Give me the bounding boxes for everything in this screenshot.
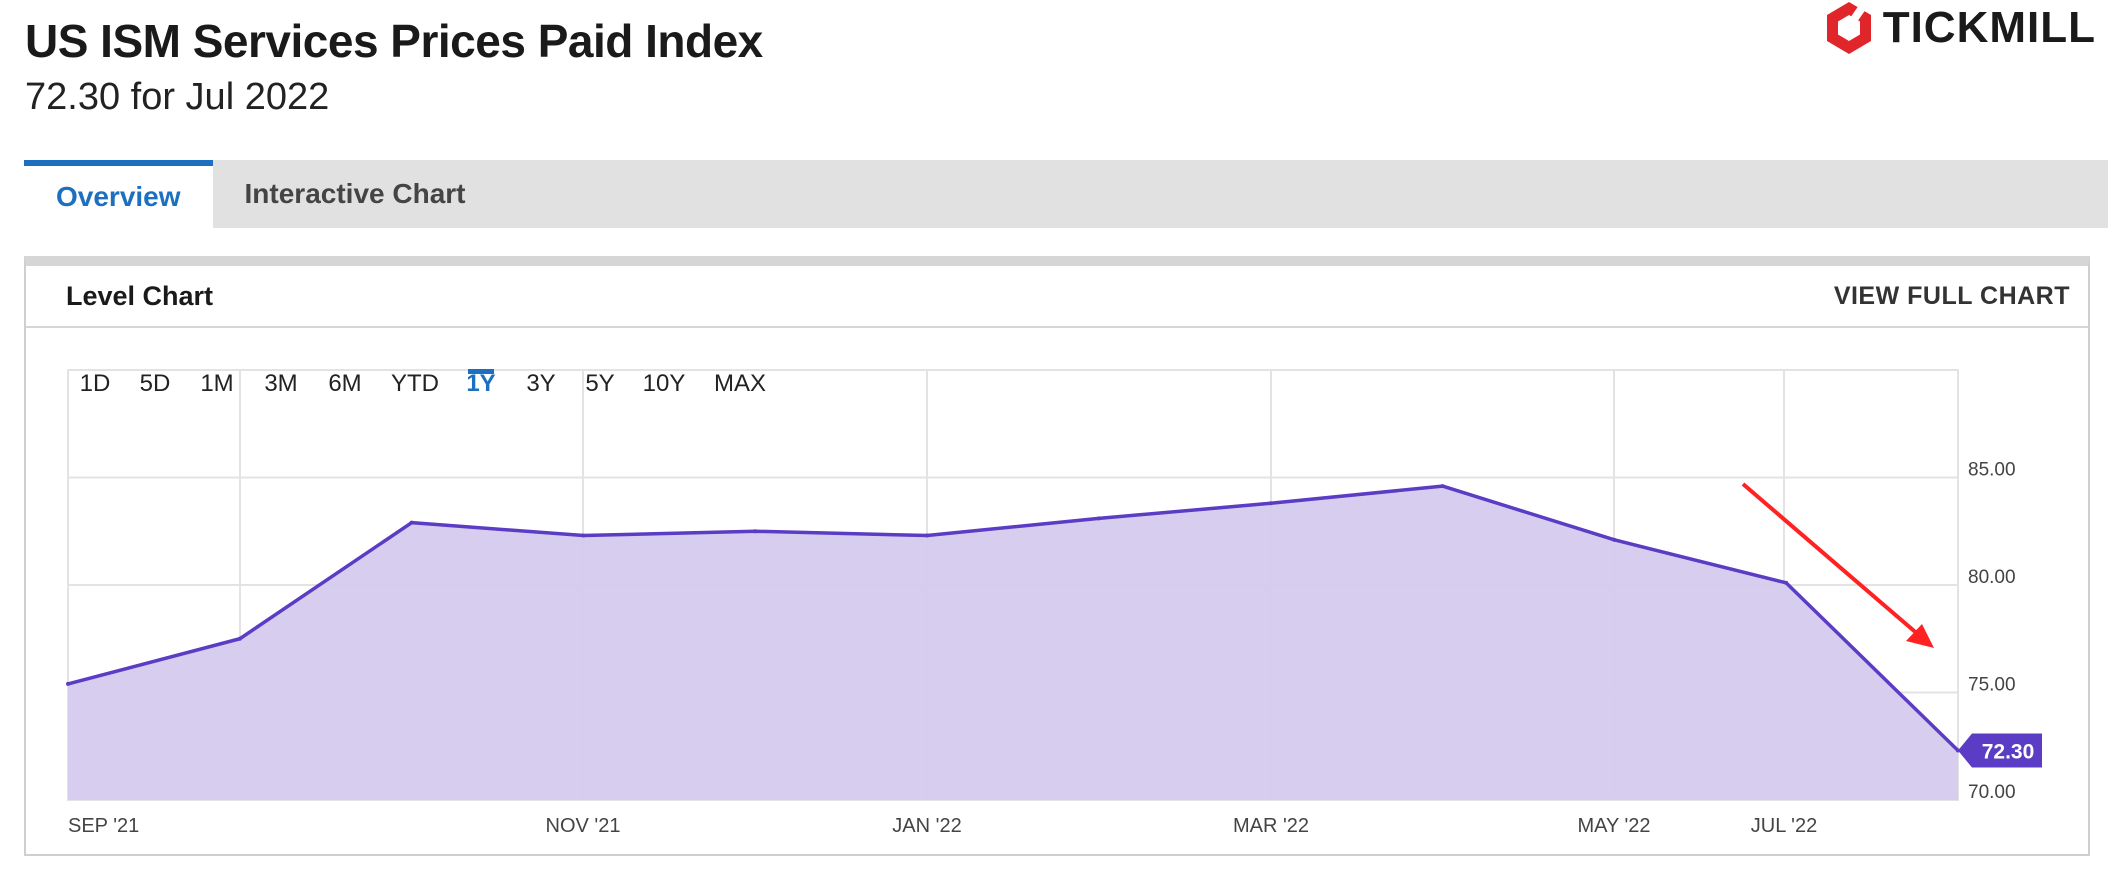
data-point xyxy=(409,520,414,525)
data-point xyxy=(925,533,930,538)
data-point xyxy=(1268,501,1273,506)
y-tick-label: 85.00 xyxy=(1968,460,2016,481)
annotation-arrowhead xyxy=(1906,624,1934,648)
range-button-max[interactable]: MAX xyxy=(713,370,767,397)
data-point xyxy=(1440,484,1445,489)
y-tick-label: 75.00 xyxy=(1968,675,2016,696)
range-button-ytd[interactable]: YTD xyxy=(391,370,439,397)
tab-overview[interactable]: Overview xyxy=(24,160,213,228)
annotation-arrow xyxy=(1741,482,1922,638)
data-point xyxy=(66,681,70,686)
series-line xyxy=(67,484,1960,752)
data-point xyxy=(1096,516,1101,521)
range-button-5d[interactable]: 5D xyxy=(139,370,171,397)
data-point xyxy=(1612,537,1617,542)
brand-name: TICKMILL xyxy=(1882,3,2096,52)
view-full-chart-link[interactable]: VIEW FULL CHART xyxy=(1833,281,2070,310)
x-tick-label: SEP '21 xyxy=(68,815,139,837)
tickmill-logo-icon xyxy=(1826,0,1871,54)
range-button-1y[interactable]: 1Y xyxy=(466,370,496,397)
x-tick-label: JUL '22 xyxy=(1751,815,1817,837)
card-title: Level Chart xyxy=(66,280,214,311)
range-button-1d[interactable]: 1D xyxy=(79,370,111,397)
data-point xyxy=(237,636,242,641)
brand-logo: TICKMILL xyxy=(1823,0,2096,56)
range-button-1m[interactable]: 1M xyxy=(200,370,234,397)
data-point xyxy=(1784,580,1789,585)
x-tick-label: JAN '22 xyxy=(892,815,961,837)
area-fill xyxy=(68,486,1958,800)
range-button-3y[interactable]: 3Y xyxy=(526,370,556,397)
range-button-3m[interactable]: 3M xyxy=(264,370,298,397)
range-button-10y[interactable]: 10Y xyxy=(642,370,686,397)
page-title: US ISM Services Prices Paid Index xyxy=(25,15,763,67)
data-point xyxy=(753,529,758,534)
last-value-badge xyxy=(1958,733,2042,768)
x-tick-label: MAR '22 xyxy=(1233,815,1309,837)
range-button-6m[interactable]: 6M xyxy=(328,370,362,397)
last-value-label: 72.30 xyxy=(1982,741,2035,764)
data-point xyxy=(581,533,586,538)
y-tick-label: 70.00 xyxy=(1968,782,2016,803)
tab-interactive-chart[interactable]: Interactive Chart xyxy=(244,178,466,209)
range-button-5y[interactable]: 5Y xyxy=(585,370,615,397)
tab-bar: Overview Interactive Chart xyxy=(24,160,2108,228)
page-subtitle: 72.30 for Jul 2022 xyxy=(25,76,330,118)
card-header: Level Chart VIEW FULL CHART xyxy=(26,266,2088,328)
x-tick-label: NOV '21 xyxy=(546,815,621,837)
y-tick-label: 80.00 xyxy=(1968,567,2016,588)
active-range-indicator xyxy=(468,369,494,374)
x-tick-label: MAY '22 xyxy=(1577,815,1650,837)
